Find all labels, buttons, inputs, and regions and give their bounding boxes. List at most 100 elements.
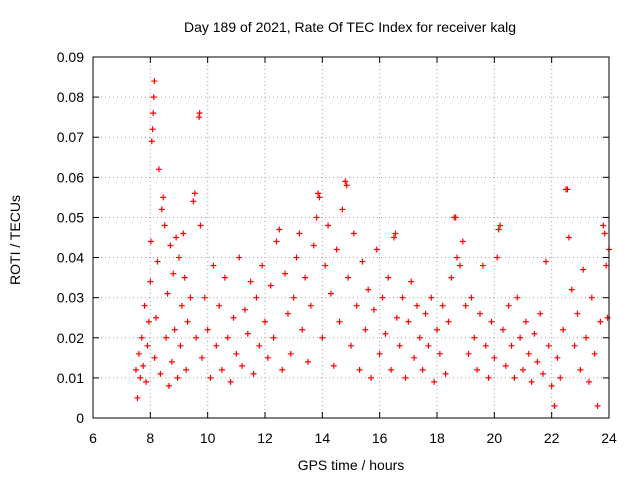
data-point-marker (135, 350, 142, 357)
data-point-marker (224, 334, 231, 341)
data-point-marker (545, 342, 552, 349)
data-point-marker (574, 310, 581, 317)
data-point-marker (551, 402, 558, 409)
data-point-marker (296, 230, 303, 237)
data-point-marker (583, 334, 590, 341)
data-point-marker (428, 294, 435, 301)
data-point-marker (557, 374, 564, 381)
data-point-marker (502, 362, 509, 369)
data-point-marker (143, 378, 150, 385)
data-point-marker (158, 206, 165, 213)
data-point-marker (343, 182, 350, 189)
data-point-marker (163, 334, 170, 341)
data-point-marker (270, 334, 277, 341)
data-point-marker (488, 318, 495, 325)
data-point-marker (408, 278, 415, 285)
data-point-marker (319, 334, 326, 341)
data-point-marker (505, 302, 512, 309)
data-point-marker (305, 358, 311, 365)
data-point-marker (388, 366, 395, 373)
chart-title: Day 189 of 2021, Rate Of TEC Index for r… (184, 19, 516, 35)
data-point-marker (201, 294, 208, 301)
data-point-marker (600, 222, 607, 229)
data-point-marker (147, 278, 154, 285)
data-point-marker (370, 306, 377, 313)
data-point-marker (170, 270, 177, 277)
data-point-marker (411, 354, 418, 361)
data-point-marker (153, 314, 160, 321)
data-point-marker (603, 262, 610, 269)
data-point-marker (391, 234, 397, 241)
data-point-marker (177, 342, 184, 349)
data-point-marker (184, 318, 191, 325)
data-point-marker (382, 330, 389, 337)
data-point-marker (316, 194, 323, 201)
y-tick-label: 0.04 (57, 250, 84, 266)
data-point-marker (137, 374, 144, 381)
data-point-marker (313, 214, 320, 221)
x-tick-label: 12 (257, 430, 273, 446)
data-point-marker (322, 262, 329, 269)
y-tick-label: 0.09 (57, 49, 84, 65)
y-tick-labels: 0 0.01 0.02 0.03 0.04 0.05 0.06 0.07 0.08 0.09 (57, 49, 84, 426)
data-point-marker (173, 234, 180, 241)
data-point-marker (180, 230, 187, 237)
y-tick-label: 0.06 (57, 169, 84, 185)
data-point-marker (540, 370, 547, 377)
data-point-marker (456, 262, 463, 269)
data-point-marker (479, 262, 486, 269)
data-point-marker (511, 374, 518, 381)
data-point-marker (160, 194, 167, 201)
data-point-marker (348, 342, 354, 349)
data-point-marker (239, 362, 246, 369)
data-point-marker (356, 366, 363, 373)
data-point-marker (193, 334, 200, 341)
data-point-marker (262, 318, 268, 325)
data-point-marker (413, 302, 420, 309)
data-point-marker (133, 366, 139, 373)
data-point-marker (290, 294, 297, 301)
data-point-marker (601, 230, 608, 237)
data-point-marker (141, 302, 148, 309)
data-point-marker (190, 198, 197, 205)
data-point-marker (399, 294, 406, 301)
data-point-marker (560, 326, 567, 333)
data-point-marker (134, 394, 141, 401)
data-point-marker (405, 318, 412, 325)
data-point-marker (385, 274, 392, 281)
data-points (133, 78, 612, 409)
data-point-marker (548, 382, 555, 389)
data-point-marker (241, 306, 248, 313)
y-tick-label: 0.05 (57, 209, 84, 225)
data-point-marker (138, 334, 145, 341)
data-point-marker (171, 326, 178, 333)
data-point-marker (588, 294, 595, 301)
data-point-marker (525, 350, 532, 357)
data-point-marker (564, 186, 571, 193)
data-point-marker (151, 78, 158, 85)
x-tick-label: 24 (601, 430, 617, 446)
data-point-marker (253, 294, 260, 301)
data-point-marker (342, 178, 349, 185)
data-point-marker (279, 366, 286, 373)
x-tick-label: 8 (146, 430, 154, 446)
data-point-marker (210, 262, 217, 269)
data-point-marker (373, 246, 380, 253)
data-point-marker (140, 362, 147, 369)
data-point-marker (227, 378, 234, 385)
data-point-marker (431, 378, 438, 385)
data-point-marker (580, 266, 587, 273)
data-point-marker (259, 262, 266, 269)
data-point-marker (468, 294, 475, 301)
data-point-marker (452, 214, 459, 221)
data-point-marker (150, 94, 157, 101)
y-tick-label: 0.08 (57, 89, 84, 105)
data-point-marker (517, 334, 524, 341)
data-point-marker (445, 318, 452, 325)
data-point-marker (465, 350, 472, 357)
data-point-marker (256, 342, 263, 349)
data-point-marker (315, 190, 322, 197)
data-point-marker (571, 342, 578, 349)
x-axis-title: GPS time / hours (298, 457, 405, 473)
